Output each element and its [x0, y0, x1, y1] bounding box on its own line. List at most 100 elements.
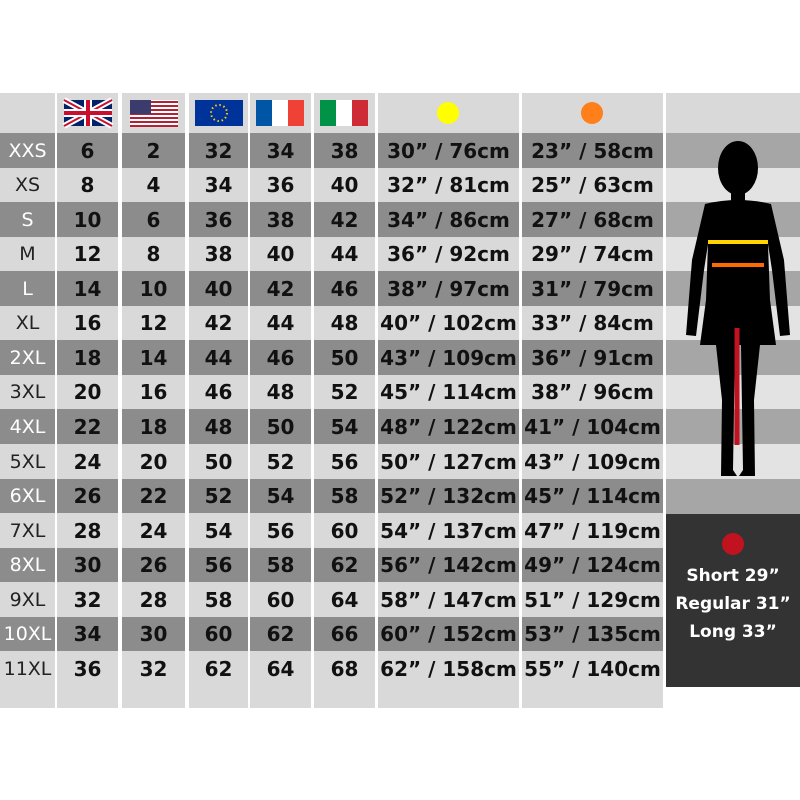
inseam-dot	[722, 533, 744, 555]
cell: 12	[57, 236, 118, 272]
cell: 36” / 91cm	[522, 340, 663, 376]
footer-cell	[250, 685, 311, 708]
cell: 50	[189, 444, 248, 480]
cell: 52	[250, 444, 311, 480]
cell: 28	[122, 582, 185, 618]
cell: 23” / 58cm	[522, 133, 663, 169]
size-label: XXS	[0, 133, 55, 169]
cell: 34	[189, 167, 248, 203]
cell: 12	[122, 305, 185, 341]
size-label: S	[0, 202, 55, 238]
cell: 58	[314, 478, 375, 514]
cell: 52” / 132cm	[378, 478, 519, 514]
footer-cell	[522, 685, 663, 708]
cell: 42	[189, 305, 248, 341]
cell: 46	[314, 271, 375, 307]
cell: 28	[57, 513, 118, 549]
cell: 36	[57, 651, 118, 687]
footer-cell	[57, 685, 118, 708]
cell: 43” / 109cm	[378, 340, 519, 376]
cell: 45” / 114cm	[522, 478, 663, 514]
size-label: 2XL	[0, 340, 55, 376]
cell: 53” / 135cm	[522, 616, 663, 652]
size-label: 6XL	[0, 478, 55, 514]
cell: 29” / 74cm	[522, 236, 663, 272]
cell: 8	[122, 236, 185, 272]
flag-eu	[195, 100, 243, 126]
cell: 41” / 104cm	[522, 409, 663, 445]
cell: 32	[189, 133, 248, 169]
size-label: 3XL	[0, 374, 55, 410]
size-label: 11XL	[0, 651, 55, 687]
cell: 51” / 129cm	[522, 582, 663, 618]
cell: 50	[314, 340, 375, 376]
cell: 44	[314, 236, 375, 272]
waist-dot	[437, 102, 459, 124]
cell: 10	[122, 271, 185, 307]
cell: 68	[314, 651, 375, 687]
cell: 44	[250, 305, 311, 341]
size-label: 10XL	[0, 616, 55, 652]
cell: 54	[189, 513, 248, 549]
footer-cell	[189, 685, 248, 708]
cell: 62” / 158cm	[378, 651, 519, 687]
cell: 48” / 122cm	[378, 409, 519, 445]
cell: 40	[250, 236, 311, 272]
cell: 26	[122, 547, 185, 583]
cell: 18	[122, 409, 185, 445]
cell: 2	[122, 133, 185, 169]
cell: 22	[57, 409, 118, 445]
flag-us	[130, 100, 178, 127]
cell: 4	[122, 167, 185, 203]
cell: 38	[250, 202, 311, 238]
size-label: 5XL	[0, 444, 55, 480]
cell: 36	[189, 202, 248, 238]
size-label: 4XL	[0, 409, 55, 445]
cell: 46	[189, 374, 248, 410]
hip-dot	[581, 102, 603, 124]
cell: 52	[314, 374, 375, 410]
cell: 42	[314, 202, 375, 238]
cell: 44	[189, 340, 248, 376]
cell: 20	[57, 374, 118, 410]
cell: 40” / 102cm	[378, 305, 519, 341]
cell: 40	[314, 167, 375, 203]
cell: 40	[189, 271, 248, 307]
footer-cell	[378, 685, 519, 708]
cell: 54	[314, 409, 375, 445]
cell: 38” / 97cm	[378, 271, 519, 307]
cell: 64	[314, 582, 375, 618]
cell: 50	[250, 409, 311, 445]
cell: 60	[250, 582, 311, 618]
size-label: XS	[0, 167, 55, 203]
cell: 47” / 119cm	[522, 513, 663, 549]
cell: 30” / 76cm	[378, 133, 519, 169]
silhouette	[686, 141, 790, 476]
inseam-label: Regular 31”	[675, 594, 791, 614]
inseam-label: Short 29”	[686, 566, 780, 586]
cell: 60” / 152cm	[378, 616, 519, 652]
cell: 24	[57, 444, 118, 480]
cell: 27” / 68cm	[522, 202, 663, 238]
cell: 56	[314, 444, 375, 480]
cell: 54	[250, 478, 311, 514]
cell: 60	[314, 513, 375, 549]
cell: 48	[250, 374, 311, 410]
cell: 30	[57, 547, 118, 583]
size-label: 7XL	[0, 513, 55, 549]
cell: 55” / 140cm	[522, 651, 663, 687]
header-cell	[666, 93, 800, 133]
cell: 52	[189, 478, 248, 514]
cell: 16	[57, 305, 118, 341]
cell: 16	[122, 374, 185, 410]
cell: 43” / 109cm	[522, 444, 663, 480]
cell: 26	[57, 478, 118, 514]
cell: 48	[314, 305, 375, 341]
cell: 34” / 86cm	[378, 202, 519, 238]
header-cell	[0, 93, 55, 133]
size-label: XL	[0, 305, 55, 341]
flag-it	[320, 100, 368, 126]
cell: 48	[189, 409, 248, 445]
size-label: L	[0, 271, 55, 307]
